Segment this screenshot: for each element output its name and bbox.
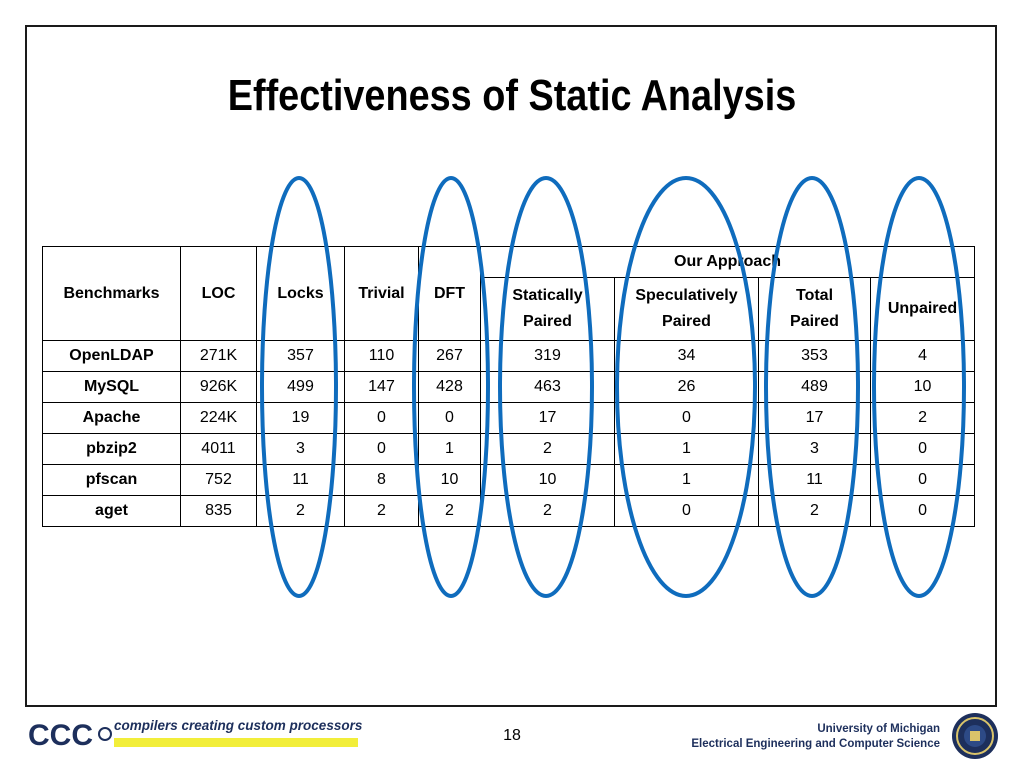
cell-statically-paired: 10 — [480, 464, 615, 496]
cell-loc: 752 — [180, 464, 257, 496]
cell-dft: 0 — [418, 402, 481, 434]
table-row: OpenLDAP 271K 357 110 267 319 34 353 4 — [42, 340, 976, 372]
cell-unpaired: 4 — [869, 340, 976, 372]
table-row: Apache 224K 19 0 0 17 0 17 2 — [42, 402, 976, 434]
cell-locks: 499 — [256, 371, 345, 403]
cell-total-paired: 489 — [758, 371, 871, 403]
cell-benchmark: aget — [42, 495, 181, 527]
cell-dft: 2 — [418, 495, 481, 527]
cell-loc: 926K — [180, 371, 257, 403]
cell-unpaired: 0 — [869, 464, 976, 496]
header-speculatively-paired-line1: Speculatively — [635, 287, 738, 304]
cell-speculatively-paired: 0 — [614, 495, 759, 527]
footer-affiliation: University of Michigan Electrical Engine… — [691, 722, 940, 752]
cell-dft: 428 — [418, 371, 481, 403]
cell-speculatively-paired: 26 — [614, 371, 759, 403]
header-statically-paired-line1: Statically — [512, 287, 583, 304]
header-trivial: Trivial — [344, 246, 419, 341]
cell-locks: 357 — [256, 340, 345, 372]
table-row: aget 835 2 2 2 2 0 2 0 — [42, 495, 976, 527]
cell-unpaired: 2 — [869, 402, 976, 434]
cell-benchmark: Apache — [42, 402, 181, 434]
university-seal-icon — [952, 713, 998, 759]
cell-loc: 271K — [180, 340, 257, 372]
cell-locks: 2 — [256, 495, 345, 527]
header-dft: DFT — [418, 246, 481, 341]
header-loc: LOC — [180, 246, 257, 341]
header-statically-paired-line2: Paired — [523, 313, 572, 330]
cell-benchmark: OpenLDAP — [42, 340, 181, 372]
cell-speculatively-paired: 1 — [614, 433, 759, 465]
header-statically-paired: Statically Paired — [480, 277, 615, 341]
cell-statically-paired: 463 — [480, 371, 615, 403]
header-total-paired-line2: Paired — [790, 313, 839, 330]
cell-total-paired: 11 — [758, 464, 871, 496]
table-row: pbzip2 4011 3 0 1 2 1 3 0 — [42, 433, 976, 465]
ccc-logo-star-icon — [98, 727, 112, 741]
cell-locks: 11 — [256, 464, 345, 496]
cell-trivial: 2 — [344, 495, 419, 527]
slide-title: Effectiveness of Static Analysis — [227, 71, 797, 120]
cell-speculatively-paired: 0 — [614, 402, 759, 434]
cell-trivial: 8 — [344, 464, 419, 496]
cell-dft: 10 — [418, 464, 481, 496]
cell-total-paired: 17 — [758, 402, 871, 434]
header-speculatively-paired-line2: Paired — [662, 313, 711, 330]
page-number: 18 — [503, 727, 521, 744]
cell-trivial: 0 — [344, 402, 419, 434]
cell-locks: 19 — [256, 402, 345, 434]
cell-statically-paired: 17 — [480, 402, 615, 434]
header-our-approach: Our Approach — [479, 246, 976, 278]
footer-department: Electrical Engineering and Computer Scie… — [691, 738, 940, 750]
cell-total-paired: 3 — [758, 433, 871, 465]
header-row-1: Benchmarks LOC Locks Trivial DFT Our App… — [42, 246, 976, 341]
cell-loc: 835 — [180, 495, 257, 527]
ccc-logo: CCC — [28, 719, 112, 752]
cell-trivial: 147 — [344, 371, 419, 403]
cell-statically-paired: 2 — [480, 433, 615, 465]
cell-dft: 267 — [418, 340, 481, 372]
cell-unpaired: 10 — [869, 371, 976, 403]
cell-total-paired: 2 — [758, 495, 871, 527]
cell-trivial: 110 — [344, 340, 419, 372]
header-total-paired: Total Paired — [758, 277, 871, 341]
footer-university: University of Michigan — [817, 723, 940, 735]
cell-speculatively-paired: 1 — [614, 464, 759, 496]
cell-statically-paired: 319 — [480, 340, 615, 372]
header-speculatively-paired: Speculatively Paired — [614, 277, 759, 341]
table-row: pfscan 752 11 8 10 10 1 11 0 — [42, 464, 976, 496]
header-locks: Locks — [256, 246, 345, 341]
header-unpaired: Unpaired — [869, 277, 976, 341]
cell-trivial: 0 — [344, 433, 419, 465]
table-row: MySQL 926K 499 147 428 463 26 489 10 — [42, 371, 976, 403]
results-table: Benchmarks LOC Locks Trivial DFT Our App… — [42, 246, 976, 527]
cell-benchmark: MySQL — [42, 371, 181, 403]
footer-tagline-bar — [114, 738, 358, 747]
header-benchmarks: Benchmarks — [42, 246, 181, 341]
ccc-logo-text: CCC — [28, 719, 93, 752]
cell-loc: 4011 — [180, 433, 257, 465]
cell-speculatively-paired: 34 — [614, 340, 759, 372]
cell-benchmark: pfscan — [42, 464, 181, 496]
cell-loc: 224K — [180, 402, 257, 434]
cell-total-paired: 353 — [758, 340, 871, 372]
cell-unpaired: 0 — [869, 495, 976, 527]
cell-statically-paired: 2 — [480, 495, 615, 527]
header-total-paired-line1: Total — [795, 287, 834, 304]
cell-unpaired: 0 — [869, 433, 976, 465]
cell-locks: 3 — [256, 433, 345, 465]
cell-dft: 1 — [418, 433, 481, 465]
cell-benchmark: pbzip2 — [42, 433, 181, 465]
footer-tagline: compilers creating custom processors — [114, 718, 363, 733]
